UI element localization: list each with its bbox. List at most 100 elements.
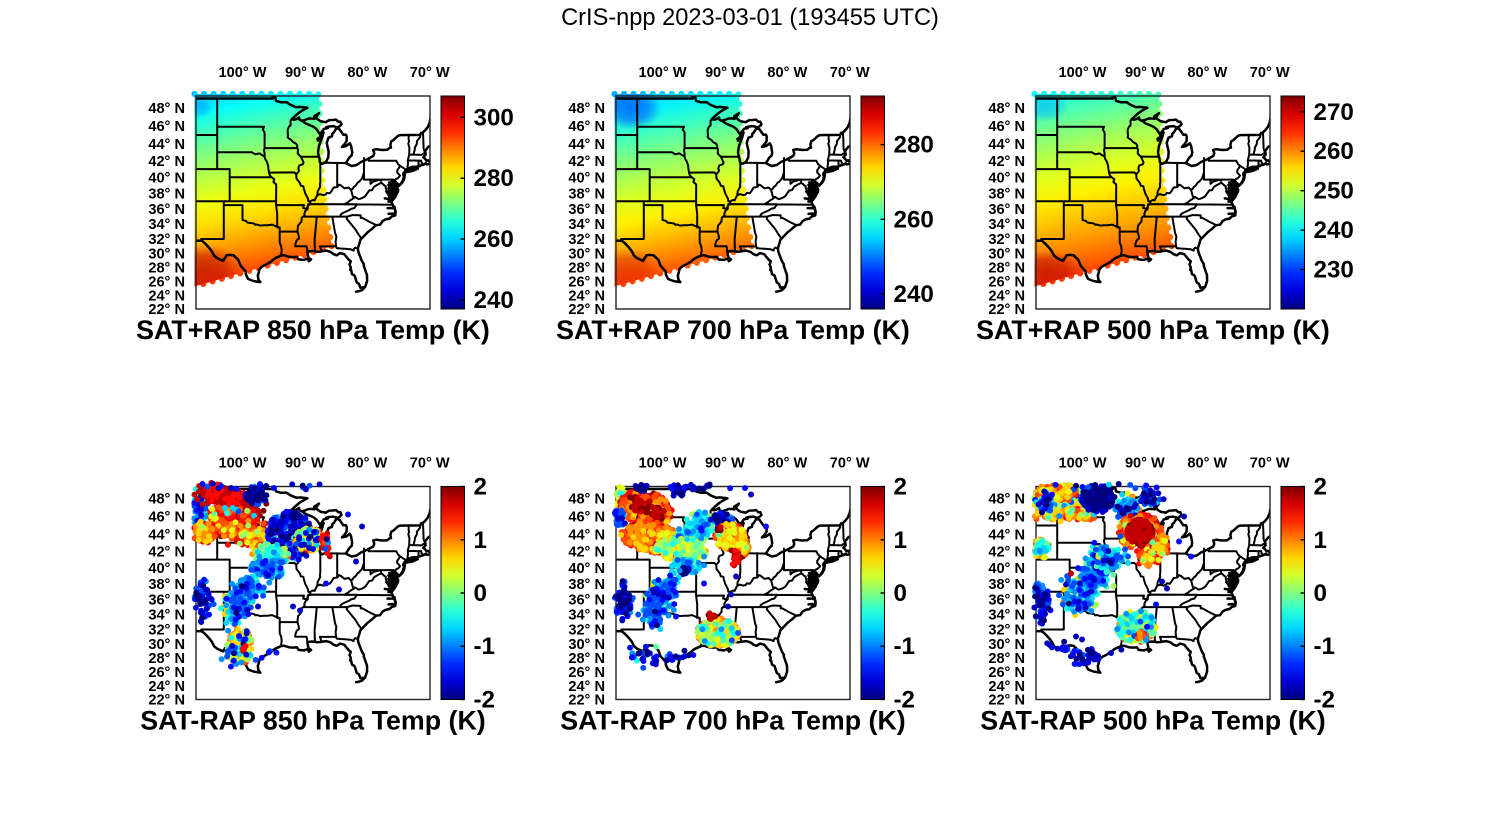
svg-text:22° N: 22° N: [148, 693, 185, 709]
svg-text:22° N: 22° N: [148, 302, 185, 318]
svg-text:48° N: 48° N: [148, 491, 185, 507]
svg-text:28° N: 28° N: [148, 651, 185, 667]
svg-text:100° W: 100° W: [1058, 456, 1106, 472]
svg-text:100° W: 100° W: [638, 65, 686, 81]
svg-text:90° W: 90° W: [1125, 65, 1165, 81]
svg-text:40° N: 40° N: [148, 170, 185, 186]
svg-text:40° N: 40° N: [568, 561, 605, 577]
svg-text:300: 300: [474, 104, 514, 131]
svg-text:240: 240: [894, 281, 934, 308]
svg-text:38° N: 38° N: [568, 186, 605, 202]
svg-text:2: 2: [474, 474, 487, 501]
svg-text:44° N: 44° N: [148, 137, 185, 153]
svg-text:70° W: 70° W: [410, 456, 450, 472]
svg-text:1: 1: [1314, 527, 1327, 554]
svg-text:34° N: 34° N: [148, 608, 185, 624]
svg-text:28° N: 28° N: [568, 651, 605, 667]
svg-text:46° N: 46° N: [568, 119, 605, 135]
svg-text:32° N: 32° N: [988, 232, 1025, 248]
svg-text:26° N: 26° N: [988, 665, 1025, 681]
svg-text:1: 1: [894, 527, 907, 554]
svg-text:280: 280: [474, 165, 514, 192]
svg-text:80° W: 80° W: [1187, 65, 1227, 81]
svg-text:90° W: 90° W: [705, 456, 745, 472]
svg-text:34° N: 34° N: [988, 217, 1025, 233]
svg-text:70° W: 70° W: [410, 65, 450, 81]
svg-text:26° N: 26° N: [568, 665, 605, 681]
svg-text:42° N: 42° N: [568, 154, 605, 170]
svg-text:48° N: 48° N: [148, 101, 185, 117]
svg-text:44° N: 44° N: [988, 137, 1025, 153]
svg-text:42° N: 42° N: [148, 154, 185, 170]
svg-text:-1: -1: [894, 633, 916, 660]
svg-text:38° N: 38° N: [988, 577, 1025, 593]
svg-text:SAT+RAP 500 hPa Temp (K): SAT+RAP 500 hPa Temp (K): [976, 315, 1330, 345]
svg-text:32° N: 32° N: [988, 623, 1025, 639]
svg-text:44° N: 44° N: [568, 527, 605, 543]
svg-text:280: 280: [894, 132, 934, 159]
svg-text:30° N: 30° N: [988, 247, 1025, 263]
svg-text:SAT-RAP 700 hPa Temp (K): SAT-RAP 700 hPa Temp (K): [560, 706, 905, 736]
svg-text:42° N: 42° N: [988, 154, 1025, 170]
svg-text:-2: -2: [894, 687, 916, 714]
svg-text:260: 260: [1314, 138, 1354, 165]
svg-text:250: 250: [1314, 178, 1354, 205]
svg-text:240: 240: [1314, 217, 1354, 244]
svg-text:2: 2: [1314, 474, 1327, 501]
svg-text:44° N: 44° N: [568, 137, 605, 153]
svg-text:48° N: 48° N: [988, 491, 1025, 507]
svg-text:24° N: 24° N: [148, 289, 185, 305]
svg-text:70° W: 70° W: [1250, 456, 1290, 472]
svg-text:48° N: 48° N: [988, 101, 1025, 117]
svg-text:SAT+RAP 700 hPa Temp (K): SAT+RAP 700 hPa Temp (K): [556, 315, 910, 345]
svg-text:26° N: 26° N: [148, 665, 185, 681]
svg-text:SAT-RAP 850 hPa Temp (K): SAT-RAP 850 hPa Temp (K): [140, 706, 485, 736]
svg-text:44° N: 44° N: [988, 527, 1025, 543]
svg-text:22° N: 22° N: [988, 302, 1025, 318]
svg-text:70° W: 70° W: [830, 456, 870, 472]
svg-text:30° N: 30° N: [988, 637, 1025, 653]
svg-text:46° N: 46° N: [148, 510, 185, 526]
svg-text:46° N: 46° N: [988, 119, 1025, 135]
svg-text:26° N: 26° N: [568, 275, 605, 291]
svg-text:80° W: 80° W: [347, 65, 387, 81]
svg-text:230: 230: [1314, 257, 1354, 284]
svg-text:34° N: 34° N: [568, 608, 605, 624]
svg-text:48° N: 48° N: [568, 491, 605, 507]
svg-text:46° N: 46° N: [568, 510, 605, 526]
svg-text:240: 240: [474, 287, 514, 314]
svg-text:-1: -1: [474, 633, 496, 660]
svg-text:22° N: 22° N: [568, 693, 605, 709]
svg-text:42° N: 42° N: [568, 544, 605, 560]
svg-text:30° N: 30° N: [148, 247, 185, 263]
svg-text:SAT+RAP 850 hPa Temp (K): SAT+RAP 850 hPa Temp (K): [136, 315, 490, 345]
svg-text:36° N: 36° N: [148, 202, 185, 218]
svg-text:24° N: 24° N: [568, 289, 605, 305]
svg-text:30° N: 30° N: [148, 637, 185, 653]
svg-text:90° W: 90° W: [1125, 456, 1165, 472]
svg-text:32° N: 32° N: [148, 623, 185, 639]
svg-text:100° W: 100° W: [638, 456, 686, 472]
svg-text:28° N: 28° N: [568, 261, 605, 277]
svg-text:260: 260: [474, 226, 514, 253]
svg-text:80° W: 80° W: [767, 456, 807, 472]
svg-text:28° N: 28° N: [988, 651, 1025, 667]
svg-text:40° N: 40° N: [988, 170, 1025, 186]
svg-text:48° N: 48° N: [568, 101, 605, 117]
svg-text:90° W: 90° W: [285, 456, 325, 472]
svg-text:22° N: 22° N: [988, 693, 1025, 709]
svg-text:36° N: 36° N: [568, 592, 605, 608]
svg-text:80° W: 80° W: [1187, 456, 1227, 472]
svg-text:80° W: 80° W: [347, 456, 387, 472]
svg-text:0: 0: [1314, 580, 1327, 607]
svg-text:70° W: 70° W: [830, 65, 870, 81]
svg-text:CrIS-npp 2023-03-01 (193455 UT: CrIS-npp 2023-03-01 (193455 UTC): [561, 5, 939, 31]
svg-text:46° N: 46° N: [988, 510, 1025, 526]
svg-text:-1: -1: [1314, 633, 1336, 660]
svg-text:40° N: 40° N: [988, 561, 1025, 577]
svg-text:270: 270: [1314, 99, 1354, 126]
svg-text:36° N: 36° N: [568, 202, 605, 218]
svg-text:24° N: 24° N: [988, 289, 1025, 305]
svg-text:36° N: 36° N: [988, 202, 1025, 218]
svg-text:90° W: 90° W: [285, 65, 325, 81]
